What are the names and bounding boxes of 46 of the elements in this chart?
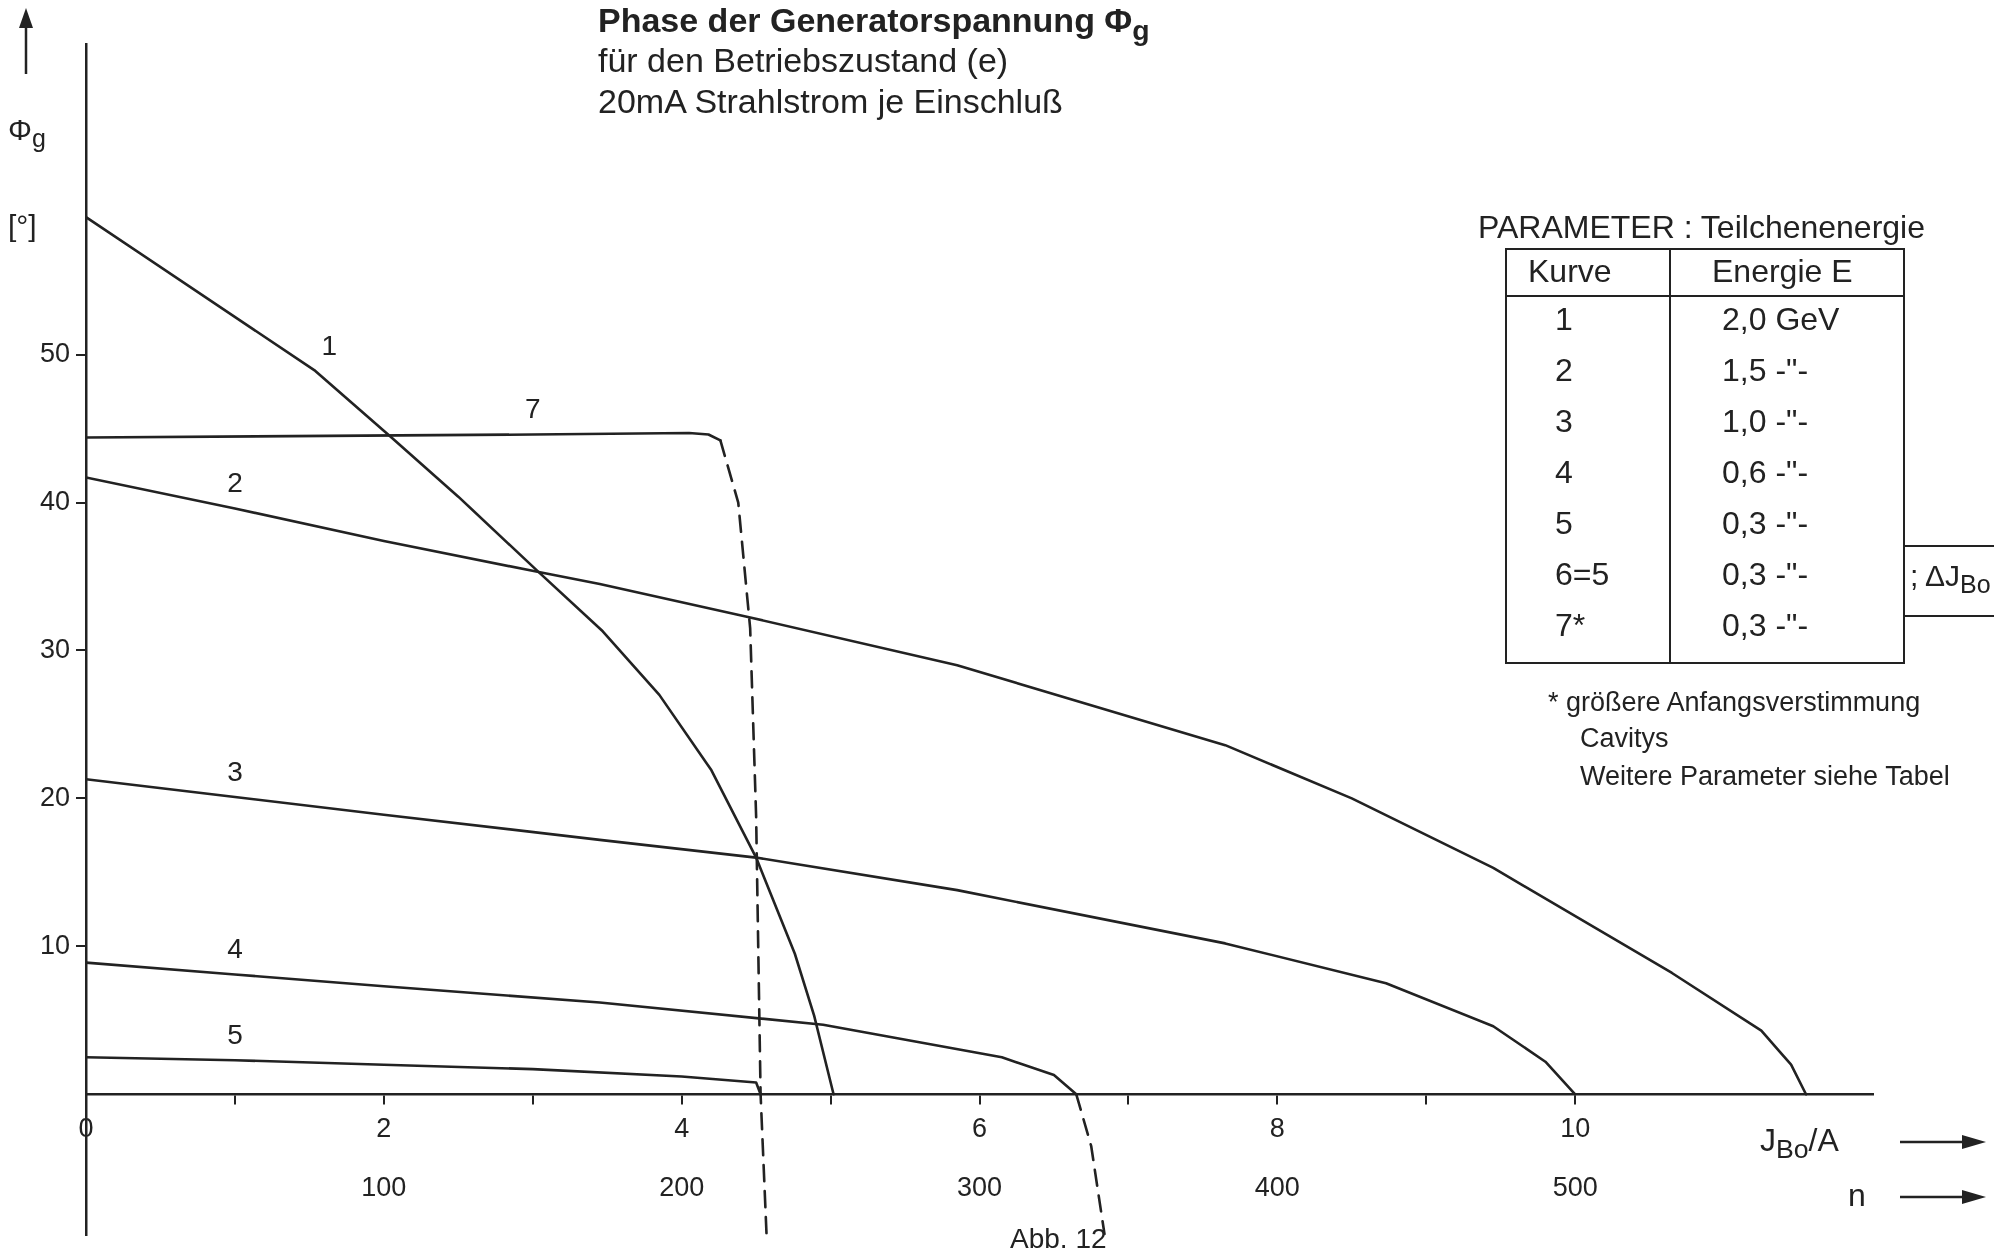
annotation: 5 — [1555, 504, 1573, 543]
annotation: 0,6 -"- — [1722, 453, 1809, 492]
annotation: 0,3 -"- — [1722, 504, 1809, 543]
annotation: 0,3 -"- — [1722, 606, 1809, 645]
x-tick-label: 6 — [971, 1112, 988, 1143]
x2-tick-label: 300 — [956, 1171, 1003, 1202]
annotation: 1,5 -"- — [1722, 351, 1809, 390]
y-tick-label: 40 — [39, 486, 70, 517]
x2-tick-label: 100 — [361, 1171, 407, 1202]
annotation: 1,0 -"- — [1722, 402, 1809, 441]
annotation: 2,0 GeV — [1722, 300, 1840, 339]
series-label: 4 — [227, 933, 243, 965]
annotation: Abb. 12 — [1010, 1222, 1107, 1256]
text: ; ΔJ$_{Bo}$ — [1910, 558, 1991, 599]
annotation: Weitere Parameter siehe Tabel — [1580, 760, 1950, 793]
annotation: Cavitys — [1580, 722, 1669, 755]
y-tick-label: 30 — [39, 633, 70, 664]
x2-tick-label: 400 — [1254, 1171, 1300, 1202]
series-label: 2 — [227, 467, 243, 499]
series-label: 7 — [524, 393, 541, 425]
x-tick-label: 2 — [376, 1112, 392, 1143]
x2-tick-label: 500 — [1552, 1171, 1598, 1202]
annotation: Kurve — [1528, 252, 1612, 291]
series-label: 3 — [227, 755, 243, 787]
y-tick-label: 20 — [39, 781, 70, 812]
x2-axis-title: n — [1848, 1176, 1866, 1215]
annotation: Energie E — [1712, 252, 1853, 291]
y-tick-label: 10 — [39, 929, 70, 960]
annotation: * größere Anfangsverstimmung — [1548, 686, 1921, 719]
x-tick-label: 8 — [1269, 1112, 1285, 1143]
annotation: 1 — [1555, 300, 1573, 339]
annotation: 3 — [1555, 402, 1573, 441]
annotation: PARAMETER : Teilchenenergie — [1478, 208, 1926, 247]
annotation: 0,3 -"- — [1722, 555, 1809, 594]
annotation: 4 — [1555, 453, 1573, 492]
annotation: 6=5 — [1555, 555, 1610, 594]
series-label: 5 — [227, 1018, 243, 1050]
y-tick-label: 50 — [39, 338, 70, 369]
x-axis-title: J$_{Bo}$/A — [1760, 1121, 1839, 1166]
annotation: 7* — [1555, 606, 1586, 645]
x2-tick-label: 200 — [659, 1171, 705, 1202]
x-tick-label: 10 — [1560, 1112, 1591, 1143]
series-label: 1 — [321, 329, 338, 361]
x-tick-label: 4 — [674, 1112, 690, 1143]
text: Φ$_{g}$ [°] — [8, 113, 46, 242]
annotation: 2 — [1555, 351, 1573, 390]
